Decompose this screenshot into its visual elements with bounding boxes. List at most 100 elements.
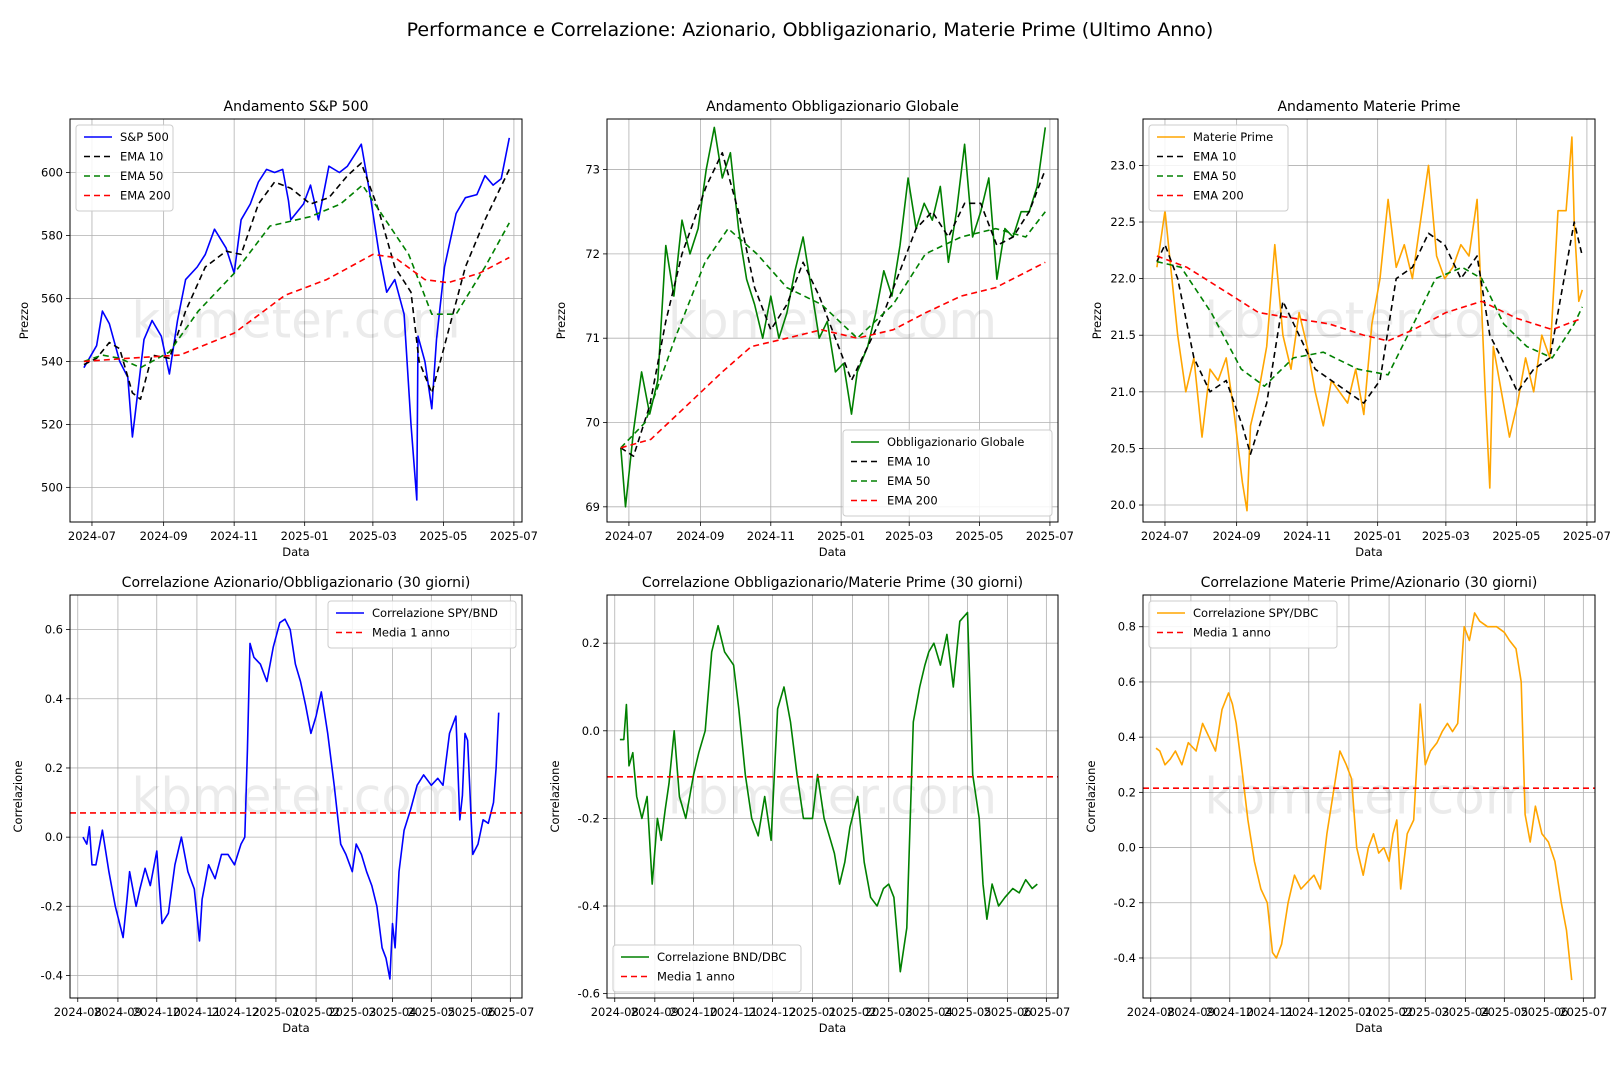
x-tick-label: 2025-07: [1022, 1005, 1070, 1019]
y-tick-label: 71: [585, 331, 600, 345]
watermark: kbmeter.com: [668, 292, 997, 350]
x-tick-label: 2024-07: [1141, 529, 1189, 543]
series-line-1: [83, 137, 511, 501]
x-tick-label: 2025-01: [252, 1005, 300, 1019]
series-line-4: [83, 253, 510, 363]
legend-label: EMA 200: [120, 189, 171, 203]
y-tick-label: 69: [585, 500, 600, 514]
x-tick-label: 2024-07: [605, 529, 653, 543]
y-tick-label: -0.6: [578, 987, 600, 1001]
y-tick-label: 520: [41, 417, 63, 431]
chart-panel-1: 500 520 540 560 580 600 2024-07 2024-09 2024-11 2…: [17, 99, 538, 559]
series-line-2: [620, 151, 1047, 458]
x-tick-label: 2025-04: [368, 1005, 416, 1019]
x-tick-label: 2025-01: [281, 529, 329, 543]
y-tick-label: 0.0: [45, 830, 63, 844]
x-tick-label: 2025-05: [1492, 529, 1540, 543]
legend-label: Obbligazionario Globale: [887, 435, 1024, 449]
y-tick-label: 20.5: [1110, 441, 1136, 455]
chart-title: Andamento S&P 500: [224, 99, 369, 115]
y-axis-label: Correlazione: [11, 760, 25, 832]
y-tick-label: -0.4: [1114, 951, 1136, 965]
x-tick-label: 2025-07: [1563, 529, 1611, 543]
watermark: kbmeter.com: [1204, 768, 1533, 826]
legend-label: EMA 50: [887, 474, 930, 488]
y-tick-label: 0.4: [45, 692, 63, 706]
y-axis-label: Prezzo: [554, 302, 568, 339]
chart-title: Correlazione Materie Prime/Azionario (30…: [1201, 575, 1538, 591]
y-tick-label: 0.2: [582, 636, 600, 650]
chart-panel-3: 20.0 20.5 21.0 21.5 22.0 22.5 23.0 2024-07 2024-…: [1090, 99, 1611, 559]
plot-frame: [69, 594, 523, 999]
legend-box: [1148, 124, 1289, 212]
x-tick-label: 2025-02: [1365, 1005, 1413, 1019]
y-tick-label: 70: [585, 416, 600, 430]
y-tick-label: 540: [41, 354, 63, 368]
plot-frame: [606, 594, 1059, 999]
series-line-3: [1156, 260, 1584, 388]
y-tick-label: 580: [41, 228, 63, 242]
plot-frame: [1142, 118, 1596, 523]
x-tick-label: 2025-01: [1354, 529, 1402, 543]
legend: Obbligazionario Globale EMA 10 EMA 50 EMA 2…: [842, 429, 1053, 517]
y-axis-label: Prezzo: [1090, 302, 1104, 339]
plot-frame: [69, 118, 523, 523]
series-line-2: [1156, 221, 1584, 455]
y-tick-label: -0.2: [41, 899, 63, 913]
legend: Materie Prime EMA 10 EMA 50 EMA 200: [1148, 124, 1289, 212]
legend-label: Materie Prime: [1193, 130, 1273, 144]
series-line-4: [620, 261, 1046, 449]
x-tick-label: 2025-01: [788, 1005, 836, 1019]
x-tick-label: 2025-01: [817, 529, 865, 543]
chart-title: Andamento Materie Prime: [1277, 99, 1460, 115]
series-line-1: [620, 126, 1047, 508]
x-tick-label: 2024-11: [173, 1005, 221, 1019]
x-tick-label: 2025-06: [447, 1005, 495, 1019]
figure-title: Performance e Correlazione: Azionario, O…: [407, 19, 1214, 41]
y-tick-label: 600: [41, 166, 63, 180]
x-tick-label: 2024-09: [631, 1005, 679, 1019]
legend-label: Correlazione SPY/DBC: [1193, 606, 1318, 620]
x-tick-label: 2025-03: [1401, 1005, 1449, 1019]
legend-label: Media 1 anno: [1193, 626, 1271, 640]
x-tick-label: 2025-05: [1480, 1005, 1528, 1019]
x-tick-label: 2024-10: [133, 1005, 181, 1019]
x-tick-label: 2024-08: [591, 1005, 639, 1019]
x-tick-label: 2025-04: [1441, 1005, 1489, 1019]
y-tick-label: 20.0: [1110, 498, 1136, 512]
legend-label: S&P 500: [120, 130, 169, 144]
series-line-4: [1156, 255, 1583, 342]
y-tick-label: -0.2: [578, 811, 600, 825]
chart-panel-4: -0.4-0.20.00.20.40.62024-082024-092024-1…: [11, 575, 534, 1035]
chart-title: Correlazione Obbligazionario/Materie Pri…: [642, 575, 1023, 591]
y-tick-label: 560: [41, 291, 63, 305]
x-tick-label: 2024-08: [54, 1005, 102, 1019]
y-tick-label: 0.0: [1118, 841, 1136, 855]
x-tick-label: 2025-03: [885, 529, 933, 543]
y-tick-label: -0.2: [1114, 896, 1136, 910]
x-tick-label: 2025-07: [1026, 529, 1074, 543]
series-line-3: [620, 211, 1046, 449]
x-tick-label: 2025-07: [490, 529, 538, 543]
legend-box: [327, 600, 517, 649]
y-tick-label: 0.4: [1118, 730, 1136, 744]
x-axis-label: Data: [282, 1021, 309, 1035]
y-tick-label: 22.5: [1110, 215, 1136, 229]
x-tick-label: 2025-03: [328, 1005, 376, 1019]
chart-panel-5: -0.6-0.4-0.20.00.22024-082024-092024-102…: [548, 575, 1070, 1035]
watermark: kbmeter.com: [1204, 292, 1533, 350]
chart-panel-2: 69 70 71 72 73 2024-07 2024-09 2024-11 2025-01 20…: [554, 99, 1074, 559]
y-axis-label: Correlazione: [548, 760, 562, 832]
x-tick-label: 2024-09: [94, 1005, 142, 1019]
x-tick-label: 2024-11: [1246, 1005, 1294, 1019]
x-tick-label: 2025-05: [956, 529, 1004, 543]
x-tick-label: 2025-02: [828, 1005, 876, 1019]
y-tick-label: -0.4: [578, 899, 600, 913]
x-tick-label: 2025-02: [292, 1005, 340, 1019]
x-tick-label: 2025-05: [407, 1005, 455, 1019]
legend-label: EMA 10: [887, 455, 930, 469]
legend-label: EMA 200: [887, 494, 938, 508]
legend-label: Media 1 anno: [372, 626, 450, 640]
legend-box: [612, 944, 802, 993]
